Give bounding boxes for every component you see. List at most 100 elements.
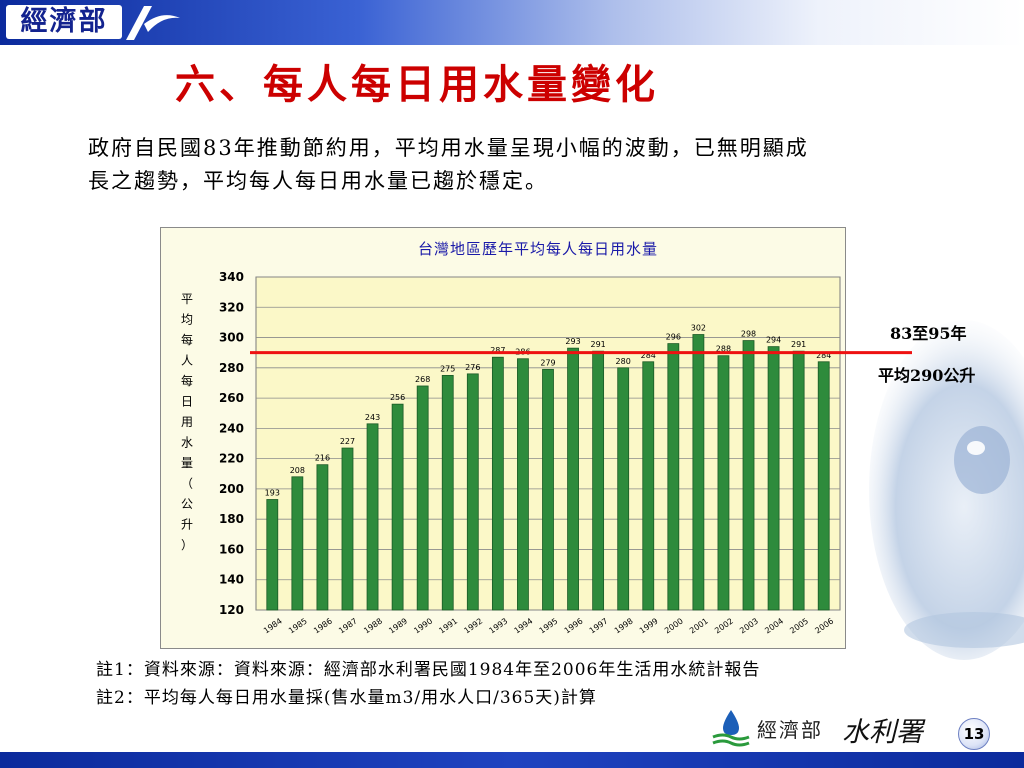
bar: [717, 355, 730, 611]
bar-value-label: 287: [490, 346, 505, 355]
bar: [567, 347, 579, 611]
y-axis-label-char: 每: [181, 332, 193, 347]
y-tick-label: 180: [219, 512, 244, 526]
bar: [341, 447, 354, 611]
x-tick-label: 1993: [488, 616, 510, 635]
bar: [767, 346, 780, 611]
bar: [642, 361, 655, 611]
x-tick-label: 1989: [387, 616, 409, 635]
x-tick-label: 1995: [538, 616, 560, 635]
y-tick-label: 320: [219, 300, 244, 314]
bar-value-label: 291: [791, 340, 806, 349]
y-axis-label-char: 平: [181, 292, 193, 306]
x-tick-label: 2001: [688, 616, 710, 635]
bar: [266, 499, 279, 611]
y-tick-label: 280: [219, 361, 244, 375]
chart-title: 台灣地區歷年平均每人每日用水量: [418, 240, 658, 258]
water-usage-chart: 台灣地區歷年平均每人每日用水量 120 140 160 180 200 220 240 260 2…: [181, 240, 912, 635]
bar-value-label: 296: [666, 333, 681, 342]
bar-value-label: 216: [315, 454, 330, 463]
x-tick-label: 1996: [563, 616, 585, 635]
bar: [391, 403, 404, 611]
water-drop-decoration-icon: [869, 320, 1024, 660]
x-tick-label: 1990: [412, 616, 434, 635]
org-name: 經濟部: [757, 718, 823, 742]
x-tick-label: 1999: [638, 616, 660, 635]
bar: [466, 373, 479, 611]
bar-value-label: 288: [716, 345, 731, 354]
bar: [667, 343, 680, 611]
bar-value-label: 294: [766, 336, 781, 345]
bar-value-label: 243: [365, 413, 380, 422]
bar-value-label: 275: [440, 364, 455, 373]
x-tick-label: 2002: [713, 616, 735, 635]
water-drop-logo-icon: [712, 710, 750, 747]
x-tick-label: 1998: [613, 616, 635, 635]
bar: [792, 350, 805, 611]
x-tick-label: 1992: [462, 616, 484, 635]
y-tick-label: 340: [219, 270, 244, 284]
intro-line-2: 長之趨勢，平均每人每日用水量已趨於穩定。: [88, 169, 548, 193]
y-axis-label-char: 用: [181, 415, 193, 429]
note-1: 註1：資料來源：資料來源：經濟部水利署民國1984年至2006年生活用水統計報告: [96, 660, 761, 680]
bar-value-label: 284: [641, 351, 656, 360]
x-tick-label: 2005: [788, 616, 810, 635]
bar-value-label: 291: [590, 340, 605, 349]
bar-value-label: 284: [816, 351, 831, 360]
header-bar: 經濟部: [0, 0, 1024, 45]
callout-average: 平均290公升: [878, 366, 976, 385]
y-axis-label-char: 水: [181, 436, 193, 450]
x-tick-label: 2004: [763, 616, 785, 635]
x-tick-label: 1988: [362, 616, 384, 635]
bar-value-label: 279: [540, 358, 555, 367]
bar: [817, 361, 830, 611]
y-tick-label: 140: [219, 573, 244, 587]
moea-logo-swoosh-icon: [126, 6, 180, 40]
bar: [366, 423, 379, 611]
bar-value-label: 227: [340, 437, 355, 446]
y-axis-label-char: ）: [181, 538, 193, 552]
y-tick-label: 200: [219, 482, 244, 496]
x-tick-label: 1987: [337, 616, 359, 635]
intro-text: 政府自民國83年推動節約用，平均用水量呈現小幅的波動，已無明顯成 長之趨勢，平均…: [88, 132, 988, 198]
bar: [592, 350, 605, 611]
bar-value-label: 256: [390, 393, 405, 402]
y-axis-label-char: 量: [181, 456, 193, 470]
bar: [491, 356, 504, 611]
moea-logo: 經濟部: [6, 5, 122, 39]
y-tick-label: 260: [219, 391, 244, 405]
x-tick-label: 1991: [437, 616, 459, 635]
x-tick-label: 2003: [738, 616, 760, 635]
y-axis-label-char: 升: [181, 518, 193, 532]
y-axis-label-char: （: [181, 477, 193, 491]
bar-value-label: 193: [265, 489, 280, 498]
x-tick-label: 1997: [588, 616, 610, 635]
notes: 註1：資料來源：資料來源：經濟部水利署民國1984年至2006年生活用水統計報告…: [96, 656, 760, 712]
footer-bar: [0, 752, 1024, 768]
x-tick-label: 1984: [262, 616, 284, 635]
y-axis-label-char: 每: [181, 373, 193, 388]
y-axis-label-char: 公: [181, 497, 193, 511]
bar-value-label: 293: [565, 337, 580, 346]
wra-logo: 經濟部 水利署: [707, 708, 942, 748]
bar-value-label: 208: [290, 466, 305, 475]
y-axis-label-char: 均: [181, 313, 193, 327]
bar: [742, 340, 755, 611]
bar: [416, 385, 429, 611]
bar-value-label: 268: [415, 375, 430, 384]
bar-value-label: 276: [465, 363, 480, 372]
bar-value-label: 298: [741, 330, 756, 339]
bar: [291, 476, 304, 611]
y-axis-label-char: 日: [181, 395, 193, 409]
bar-value-label: 302: [691, 324, 706, 333]
x-tick-label: 1986: [312, 616, 334, 635]
page-number: 13: [958, 718, 990, 750]
bar: [542, 368, 554, 611]
y-tick-label: 160: [219, 542, 244, 556]
y-tick-label: 120: [219, 603, 244, 617]
bar: [692, 334, 705, 611]
x-tick-label: 1994: [513, 616, 535, 635]
note-2: 註2：平均每人每日用水量採(售水量m3/用水人口/365天)計算: [96, 688, 597, 708]
x-tick-label: 2006: [813, 616, 835, 635]
bar: [316, 464, 329, 611]
